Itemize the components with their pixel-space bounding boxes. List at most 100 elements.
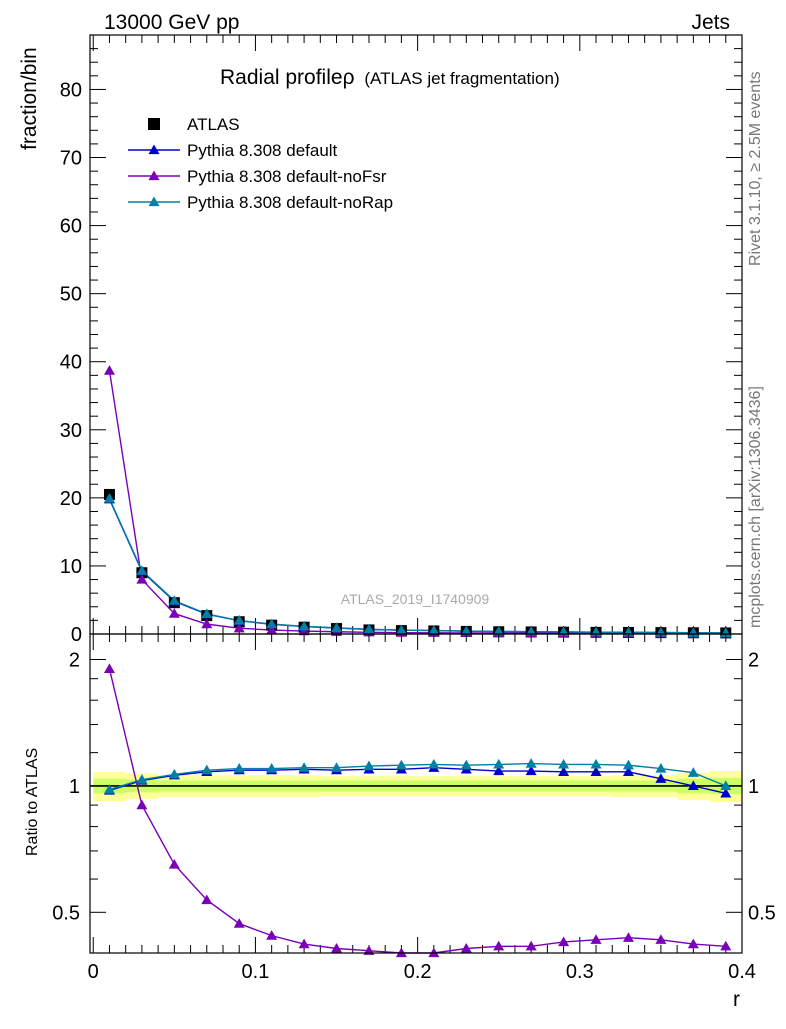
ratio-panel: 0.5 0.5 1 1 2 2 0 0.1 0.2 0.3 0.4 Ratio to ATLAS r xyxy=(24,633,776,1011)
main-series-marker-2 xyxy=(168,608,180,618)
ratio-series-marker-2 xyxy=(331,762,343,772)
legend: ATLAS Pythia 8.308 default Pythia 8.308 de… xyxy=(128,115,393,212)
main-y-tick-label: 80 xyxy=(60,79,82,101)
ratio-series-line-1 xyxy=(108,668,726,954)
ratio-series-marker-2 xyxy=(590,758,602,769)
ratio-series-marker-2 xyxy=(363,760,375,771)
ratio-series-marker-0 xyxy=(590,766,602,776)
ratio-series-marker-1 xyxy=(525,940,537,951)
ratio-series-line-2 xyxy=(109,762,727,791)
main-series-marker-2 xyxy=(136,574,148,584)
ratio-series-marker-0 xyxy=(493,765,505,776)
ratio-series-marker-2 xyxy=(493,758,505,769)
main-y-tick-label: 10 xyxy=(60,556,82,578)
ratio-series-marker-0 xyxy=(687,780,699,791)
ratio-series-marker-1 xyxy=(201,894,213,905)
ratio-series-marker-2 xyxy=(103,784,115,794)
ratio-series-marker-2 xyxy=(622,759,634,770)
ratio-y-tick-label-right: 0.5 xyxy=(748,902,776,924)
side-label-rivet: Rivet 3.1.10, ≥ 2.5M events xyxy=(747,71,764,266)
main-panel: 0 10 20 30 40 50 60 70 80 Radial profileρ (ATLAS… xyxy=(18,34,743,646)
x-tick-label: 0.3 xyxy=(566,961,594,983)
ratio-series-marker-0 xyxy=(525,765,537,776)
ratio-series-line-0 xyxy=(109,766,726,795)
ratio-series-marker-2 xyxy=(720,780,732,791)
ratio-frame xyxy=(89,633,743,954)
main-series-marker-3 xyxy=(428,624,440,635)
ratio-series-marker-2 xyxy=(655,763,667,773)
ratio-series-marker-2 xyxy=(201,764,213,775)
ratio-y-tick-label-right: 1 xyxy=(748,776,759,798)
main-y-tick-label: 50 xyxy=(60,284,82,306)
ratio-series-marker-1 xyxy=(266,930,278,940)
ratio-series-marker-0 xyxy=(622,766,634,776)
main-y-tick-label: 40 xyxy=(60,352,82,374)
ratio-y-tick-label: 2 xyxy=(69,649,80,671)
main-y-tick-label: 30 xyxy=(60,420,82,442)
ratio-series-marker-2 xyxy=(136,774,148,784)
ratio-series-marker-0 xyxy=(720,787,732,798)
ratio-series-marker-2 xyxy=(460,759,472,770)
main-series-marker-3 xyxy=(493,625,505,636)
legend-marker-atlas xyxy=(148,118,160,130)
ratio-series-marker-2 xyxy=(298,762,310,772)
ratio-series-marker-0 xyxy=(558,766,570,776)
ratio-uncertainty-band xyxy=(90,771,743,803)
main-series-marker-3 xyxy=(460,625,472,636)
legend-marker-2 xyxy=(148,170,160,181)
ratio-series-marker-1 xyxy=(720,940,732,951)
main-title-text: Radial profileρ xyxy=(220,66,355,89)
x-axis-label: r xyxy=(733,988,740,1011)
main-axis-ticks: 0 10 20 30 40 50 60 70 80 xyxy=(60,34,743,646)
x-tick-label: 0.4 xyxy=(728,961,756,983)
ratio-series-marker-2 xyxy=(687,767,699,777)
ratio-y-tick-label: 1 xyxy=(69,776,80,798)
ratio-y-tick-label-right: 2 xyxy=(748,649,759,671)
side-label-mcplots: mcplots.cern.ch [arXiv:1306.3436] xyxy=(747,386,764,628)
ratio-series-marker-2 xyxy=(266,763,278,773)
ratio-y-tick-label: 0.5 xyxy=(52,902,80,924)
ratio-series-marker-1 xyxy=(558,936,570,947)
main-series-marker-3 xyxy=(395,624,407,635)
ratio-series-marker-2 xyxy=(428,758,440,769)
main-y-tick-label: 20 xyxy=(60,488,82,510)
legend-label-2: Pythia 8.308 default-noFsr xyxy=(187,167,387,186)
ratio-series-marker-2 xyxy=(233,763,245,773)
ratio-series-layer xyxy=(103,663,732,958)
main-series-marker-3 xyxy=(720,627,732,638)
ratio-series-marker-1 xyxy=(655,934,667,944)
header-right: Jets xyxy=(691,11,730,34)
ratio-series-marker-1 xyxy=(395,947,407,958)
main-series-marker-2 xyxy=(233,622,245,633)
ratio-axis-ticks: 0.5 0.5 1 1 2 2 0 0.1 0.2 0.3 0.4 xyxy=(52,634,776,983)
ratio-y-axis-label: Ratio to ATLAS xyxy=(24,748,41,856)
ratio-series-marker-1 xyxy=(428,947,440,958)
ratio-series-marker-1 xyxy=(168,858,180,869)
ratio-series-marker-1 xyxy=(493,940,505,951)
legend-marker-3 xyxy=(148,196,160,207)
main-series-marker-3 xyxy=(103,493,115,503)
ratio-series-marker-1 xyxy=(622,932,634,942)
legend-marker-1 xyxy=(148,144,160,155)
main-y-axis-label: fraction/bin xyxy=(18,47,41,150)
ratio-series-marker-1 xyxy=(687,938,699,949)
ratio-series-marker-1 xyxy=(298,938,310,949)
main-series-marker-3 xyxy=(363,623,375,634)
main-series-marker-2 xyxy=(103,365,115,375)
ratio-series-marker-2 xyxy=(168,768,180,779)
legend-label-0: ATLAS xyxy=(187,115,240,134)
watermark: ATLAS_2019_I1740909 xyxy=(341,591,490,607)
main-subtitle-text: (ATLAS jet fragmentation) xyxy=(364,69,559,88)
main-series-marker-3 xyxy=(266,618,278,629)
main-series-marker-3 xyxy=(201,608,213,619)
legend-label-3: Pythia 8.308 default-noRap xyxy=(187,193,393,212)
main-series-marker-3 xyxy=(136,565,148,575)
x-tick-label: 0 xyxy=(88,961,99,983)
main-y-tick-label: 60 xyxy=(60,216,82,238)
ratio-series-marker-1 xyxy=(136,799,148,810)
x-tick-label: 0.1 xyxy=(242,961,270,983)
main-y-tick-label: 0 xyxy=(71,624,82,646)
main-series-marker-2 xyxy=(266,624,278,635)
ratio-series-marker-1 xyxy=(103,663,115,673)
